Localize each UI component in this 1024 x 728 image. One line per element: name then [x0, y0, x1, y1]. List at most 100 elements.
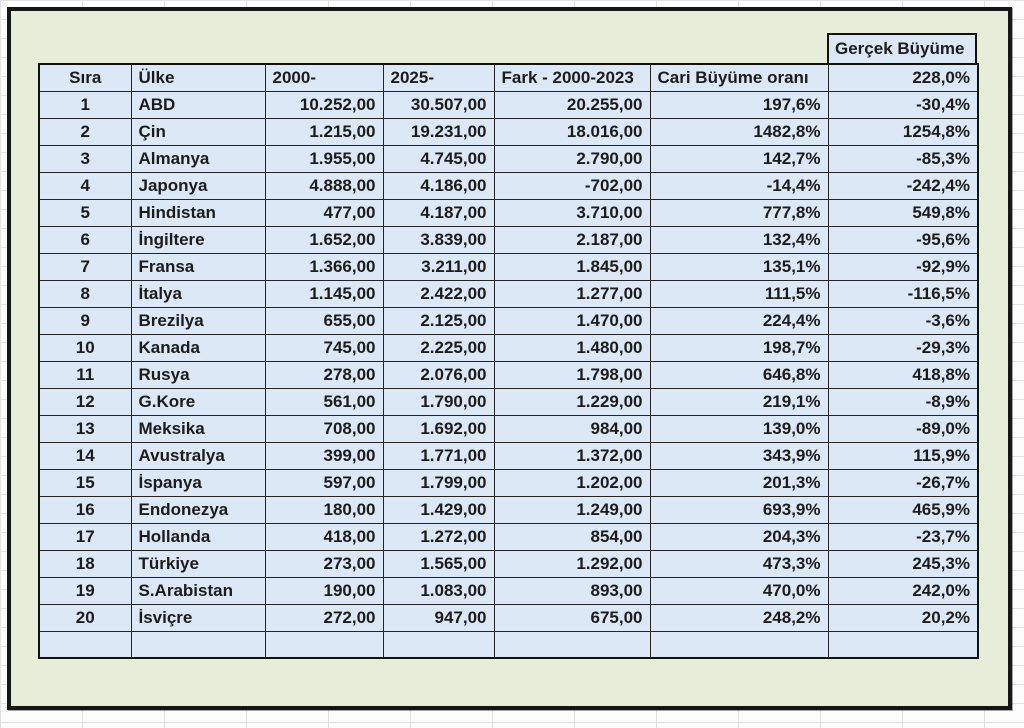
cell-cari[interactable]: 142,7% [649, 144, 829, 173]
cell-ulke[interactable]: Endonezya [130, 495, 266, 524]
cell-ulke[interactable]: Hindistan [130, 198, 266, 227]
cell-y2000[interactable]: 10.252,00 [264, 90, 384, 119]
cell-y2000[interactable]: 1.145,00 [264, 279, 384, 308]
cell-ulke[interactable]: G.Kore [130, 387, 266, 416]
cell-gercek[interactable]: -26,7% [827, 468, 979, 497]
cell-ulke[interactable]: Hollanda [130, 522, 266, 551]
cell-cari[interactable]: 219,1% [649, 387, 829, 416]
cell-cari[interactable]: 1482,8% [649, 117, 829, 146]
cell-cari[interactable]: 343,9% [649, 441, 829, 470]
cell-cari[interactable]: 111,5% [649, 279, 829, 308]
cell-y2025[interactable]: 1.799,00 [382, 468, 495, 497]
cell-sira[interactable]: 14 [38, 441, 132, 470]
cell-sira[interactable]: 7 [38, 252, 132, 281]
cell-cari[interactable]: 646,8% [649, 360, 829, 389]
cell-ulke[interactable]: Avustralya [130, 441, 266, 470]
cell-y2025[interactable]: 1.771,00 [382, 441, 495, 470]
cell-gercek[interactable]: -242,4% [827, 171, 979, 200]
cell-fark[interactable]: 1.480,00 [493, 333, 651, 362]
cell-y2025[interactable]: 1.565,00 [382, 549, 495, 578]
cell-fark[interactable]: 854,00 [493, 522, 651, 551]
cell-gercek[interactable]: 242,0% [827, 576, 979, 605]
header-2000[interactable]: 2000- [264, 63, 384, 92]
cell-y2000[interactable]: 597,00 [264, 468, 384, 497]
cell-gercek[interactable] [827, 630, 979, 659]
cell-fark[interactable]: 1.292,00 [493, 549, 651, 578]
cell-sira[interactable]: 20 [38, 603, 132, 632]
cell-y2025[interactable]: 3.839,00 [382, 225, 495, 254]
cell-sira[interactable]: 17 [38, 522, 132, 551]
cell-y2000[interactable] [264, 630, 384, 659]
gercek-buyume-header-cell[interactable]: Gerçek Büyüme [827, 33, 977, 63]
cell-cari[interactable]: 248,2% [649, 603, 829, 632]
cell-gercek[interactable]: -89,0% [827, 414, 979, 443]
cell-y2000[interactable]: 708,00 [264, 414, 384, 443]
cell-y2000[interactable]: 190,00 [264, 576, 384, 605]
cell-sira[interactable]: 13 [38, 414, 132, 443]
cell-fark[interactable]: -702,00 [493, 171, 651, 200]
cell-cari[interactable]: 470,0% [649, 576, 829, 605]
cell-sira[interactable]: 2 [38, 117, 132, 146]
cell-gercek[interactable]: 465,9% [827, 495, 979, 524]
header-ulke[interactable]: Ülke [130, 63, 266, 92]
cell-sira[interactable]: 3 [38, 144, 132, 173]
cell-fark[interactable]: 893,00 [493, 576, 651, 605]
cell-gercek[interactable]: -3,6% [827, 306, 979, 335]
cell-fark[interactable]: 675,00 [493, 603, 651, 632]
cell-ulke[interactable]: İspanya [130, 468, 266, 497]
cell-fark[interactable]: 1.277,00 [493, 279, 651, 308]
cell-sira[interactable]: 12 [38, 387, 132, 416]
cell-y2000[interactable]: 278,00 [264, 360, 384, 389]
cell-ulke[interactable]: Fransa [130, 252, 266, 281]
cell-cari[interactable]: 473,3% [649, 549, 829, 578]
cell-y2025[interactable]: 2.225,00 [382, 333, 495, 362]
header-cari[interactable]: Cari Büyüme oranı [649, 63, 829, 92]
cell-ulke[interactable]: ABD [130, 90, 266, 119]
header-sira[interactable]: Sıra [38, 63, 132, 92]
cell-y2025[interactable]: 1.429,00 [382, 495, 495, 524]
header-gercek-value[interactable]: 228,0% [827, 63, 979, 92]
cell-sira[interactable]: 15 [38, 468, 132, 497]
cell-gercek[interactable]: -95,6% [827, 225, 979, 254]
cell-cari[interactable]: 135,1% [649, 252, 829, 281]
cell-y2000[interactable]: 272,00 [264, 603, 384, 632]
cell-y2000[interactable]: 477,00 [264, 198, 384, 227]
cell-ulke[interactable]: Japonya [130, 171, 266, 200]
cell-ulke[interactable]: İtalya [130, 279, 266, 308]
header-fark[interactable]: Fark - 2000-2023 [493, 63, 651, 92]
cell-fark[interactable]: 18.016,00 [493, 117, 651, 146]
cell-sira[interactable]: 4 [38, 171, 132, 200]
cell-y2025[interactable]: 4.186,00 [382, 171, 495, 200]
cell-gercek[interactable]: -8,9% [827, 387, 979, 416]
cell-y2025[interactable]: 1.692,00 [382, 414, 495, 443]
cell-fark[interactable]: 20.255,00 [493, 90, 651, 119]
cell-ulke[interactable]: Meksika [130, 414, 266, 443]
cell-fark[interactable]: 1.229,00 [493, 387, 651, 416]
cell-y2025[interactable]: 1.272,00 [382, 522, 495, 551]
cell-ulke[interactable]: İngiltere [130, 225, 266, 254]
cell-fark[interactable]: 1.249,00 [493, 495, 651, 524]
cell-gercek[interactable]: -85,3% [827, 144, 979, 173]
cell-y2025[interactable]: 2.422,00 [382, 279, 495, 308]
cell-cari[interactable]: 198,7% [649, 333, 829, 362]
cell-sira[interactable]: 9 [38, 306, 132, 335]
cell-ulke[interactable]: Almanya [130, 144, 266, 173]
cell-cari[interactable]: 197,6% [649, 90, 829, 119]
cell-y2025[interactable]: 30.507,00 [382, 90, 495, 119]
cell-gercek[interactable]: -116,5% [827, 279, 979, 308]
cell-y2025[interactable]: 2.076,00 [382, 360, 495, 389]
cell-sira[interactable]: 1 [38, 90, 132, 119]
cell-sira[interactable]: 11 [38, 360, 132, 389]
cell-y2000[interactable]: 1.215,00 [264, 117, 384, 146]
cell-cari[interactable]: 204,3% [649, 522, 829, 551]
cell-fark[interactable]: 984,00 [493, 414, 651, 443]
cell-sira[interactable] [38, 630, 132, 659]
cell-ulke[interactable]: İsviçre [130, 603, 266, 632]
cell-y2025[interactable]: 1.083,00 [382, 576, 495, 605]
cell-ulke[interactable]: Rusya [130, 360, 266, 389]
cell-fark[interactable]: 2.790,00 [493, 144, 651, 173]
cell-y2025[interactable]: 4.745,00 [382, 144, 495, 173]
cell-cari[interactable]: 693,9% [649, 495, 829, 524]
cell-gercek[interactable]: -23,7% [827, 522, 979, 551]
cell-sira[interactable]: 19 [38, 576, 132, 605]
